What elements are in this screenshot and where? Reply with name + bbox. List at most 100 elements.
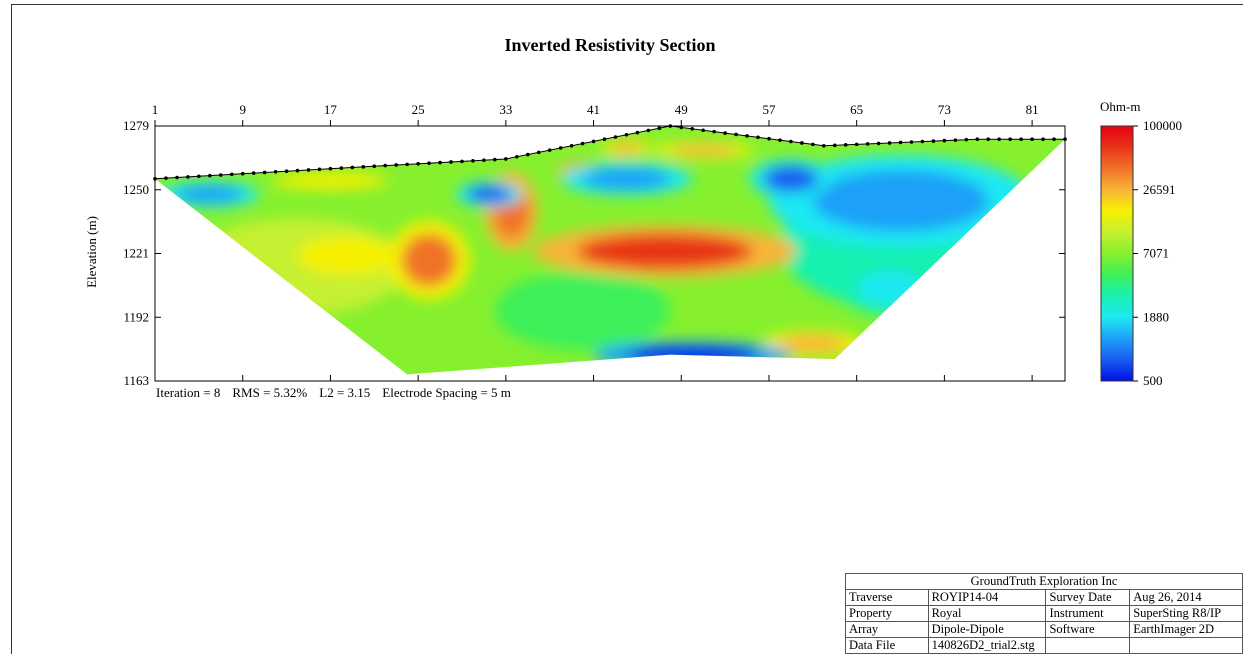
- electrode: [197, 174, 201, 179]
- electrode: [262, 170, 267, 175]
- y-tick-labels: 1279 1250 1221 1192 1163: [123, 118, 149, 388]
- electrode: [558, 146, 563, 150]
- chart-title: Inverted Resistivity Section: [504, 35, 716, 55]
- anomaly: [610, 142, 643, 154]
- anomaly: [176, 185, 243, 203]
- electrode: [1030, 137, 1034, 141]
- electrode: [887, 141, 892, 145]
- field-value: SuperSting R8/IP: [1129, 605, 1243, 622]
- electrode: [920, 139, 925, 144]
- electrode: [515, 154, 519, 159]
- electrode: [416, 161, 420, 166]
- zone: [494, 271, 671, 351]
- electrode: [613, 135, 618, 139]
- electrode: [427, 161, 431, 165]
- colorbar-tick-label: 1880: [1143, 309, 1169, 324]
- electrode: [493, 157, 497, 162]
- anomaly: [467, 185, 512, 203]
- rms-text: RMS = 5.32%: [232, 385, 308, 400]
- electrode: [942, 138, 947, 143]
- x-tick-label: 57: [762, 102, 776, 117]
- electrode: [646, 128, 651, 133]
- electrode: [635, 130, 640, 135]
- electrode: [208, 173, 212, 178]
- field-value: Aug 26, 2014: [1129, 589, 1243, 606]
- electrode: [931, 139, 936, 143]
- colorbar: Ohm-m 100000 26591 7071 1880 500: [1100, 99, 1182, 388]
- electrode: [350, 165, 355, 170]
- electrode: [854, 142, 859, 147]
- field-value: 140826D2_trial2.stg: [927, 637, 1047, 654]
- electrode: [273, 170, 278, 174]
- electrode: [865, 142, 870, 146]
- field-value: Royal: [927, 605, 1047, 622]
- field-label: [1045, 637, 1131, 654]
- electrode: [975, 137, 980, 141]
- electrode: [580, 141, 585, 146]
- electrode: [723, 131, 727, 135]
- resistivity-section: [155, 126, 1065, 375]
- electrode: [756, 135, 760, 140]
- iteration-text: Iteration = 8: [156, 385, 221, 400]
- anomaly: [582, 167, 671, 190]
- electrode: [953, 138, 958, 142]
- table-row: Traverse ROYIP14-04 Survey Date Aug 26, …: [845, 589, 1243, 606]
- electrode: [800, 141, 804, 145]
- y-axis-label: Elevation (m): [84, 216, 99, 288]
- electrode: [175, 175, 179, 180]
- electrode: [460, 159, 464, 164]
- electrode: [602, 137, 607, 141]
- anomaly: [401, 233, 457, 287]
- x-tick-label: 33: [499, 102, 512, 117]
- survey-info-table: GroundTruth Exploration Inc Traverse ROY…: [845, 573, 1243, 654]
- electrode: [1008, 137, 1012, 141]
- electrode: [471, 158, 475, 163]
- electrode: [986, 137, 991, 141]
- plot-axes: [154, 120, 1066, 382]
- electrode: [240, 171, 245, 176]
- electrode: [811, 142, 815, 147]
- colorbar-gradient: [1100, 125, 1134, 382]
- electrode: [405, 162, 409, 167]
- colorbar-tick-label: 100000: [1143, 118, 1182, 133]
- field-value: [1129, 637, 1243, 654]
- electrode: [767, 136, 771, 141]
- field-value: EarthImager 2D: [1129, 621, 1243, 638]
- x-tick-label: 65: [850, 102, 863, 117]
- field-label: Property: [845, 605, 929, 622]
- electrode: [383, 163, 388, 168]
- x-tick-label: 1: [152, 102, 159, 117]
- y-tick-label: 1163: [123, 373, 149, 388]
- y-tick-label: 1279: [123, 118, 149, 133]
- anomaly: [292, 175, 369, 187]
- field-value: Dipole-Dipole: [927, 621, 1047, 638]
- electrode: [898, 140, 903, 145]
- electrode: [295, 168, 300, 173]
- table-row: Array Dipole-Dipole Software EarthImager…: [845, 621, 1243, 638]
- electrode: [832, 143, 837, 148]
- electrode: [997, 137, 1002, 141]
- electrode: [690, 127, 695, 131]
- electrode: [218, 173, 223, 177]
- report-frame: [11, 4, 1243, 654]
- anomaly: [626, 345, 759, 364]
- electrode: [438, 160, 442, 165]
- x-tick-label: 25: [412, 102, 425, 117]
- colorbar-tick-label: 500: [1143, 373, 1163, 388]
- electrode: [525, 152, 530, 157]
- colorbar-tick-label: 7071: [1143, 246, 1169, 261]
- electrode: [536, 150, 541, 155]
- field-label: Traverse: [845, 589, 929, 606]
- company-row: GroundTruth Exploration Inc: [845, 573, 1243, 590]
- colorbar-title: Ohm-m: [1100, 99, 1140, 114]
- electrode: [449, 160, 453, 164]
- electrode: [547, 148, 552, 152]
- field-label: Software: [1045, 621, 1131, 638]
- anomaly: [313, 242, 380, 269]
- electrode: [569, 143, 574, 148]
- electrode: [843, 143, 848, 147]
- electrode: [153, 176, 157, 181]
- colorbar-tick-label: 26591: [1143, 182, 1176, 197]
- electrode: [339, 166, 344, 170]
